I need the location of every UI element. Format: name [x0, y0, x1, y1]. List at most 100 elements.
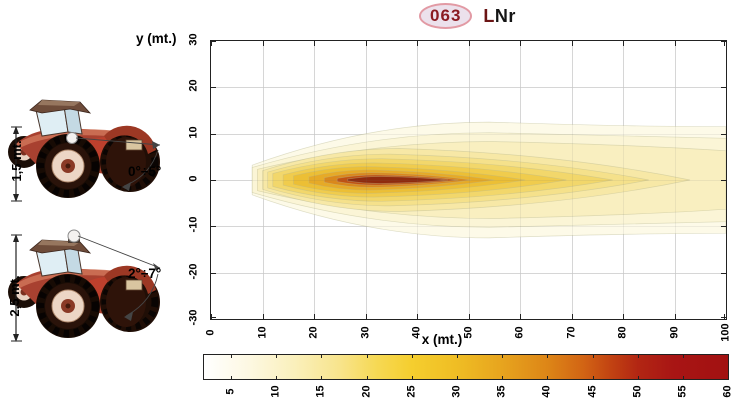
colorbar-tick — [728, 376, 729, 379]
x-tick-label: 40 — [410, 326, 422, 339]
x-tick-label: 90 — [667, 326, 680, 339]
contour-plot-area — [210, 40, 727, 320]
colorbar-tick-label: 25 — [404, 385, 417, 398]
colorbar-tick-label: 50 — [630, 385, 643, 398]
tick-mark — [721, 226, 726, 228]
colorbar-tick-label: 55 — [675, 385, 688, 398]
colorbar-tick — [457, 376, 458, 379]
tick-mark — [623, 41, 624, 46]
colorbar-tick — [547, 355, 549, 358]
y-gridline — [211, 272, 726, 274]
colorbar-tick — [411, 355, 413, 358]
x-tick-label: 30 — [358, 326, 371, 339]
colorbar-tick — [682, 376, 684, 379]
tick-mark — [211, 314, 212, 319]
colorbar-tick-label: 60 — [721, 385, 733, 398]
light-beam-contour-plot — [251, 121, 726, 239]
colorbar-tick — [502, 376, 504, 379]
y-tick-label: -10 — [187, 216, 199, 233]
colorbar-tick — [637, 376, 639, 379]
tick-mark — [314, 314, 315, 319]
x-tick-label: 0 — [204, 329, 216, 336]
intensity-colorbar — [203, 354, 729, 380]
colorbar-tick — [592, 355, 594, 358]
tractor-figure-roof-light — [8, 228, 180, 346]
tilt-angle-label-top: 0°÷5° — [128, 164, 162, 179]
roof-work-light — [67, 229, 81, 243]
page-title: 063 LNr — [210, 2, 725, 30]
colorbar-tick-label: 35 — [495, 385, 508, 398]
x-gridline-overlay — [468, 41, 470, 319]
colorbar-tick — [276, 376, 278, 379]
y-gridline — [211, 87, 726, 89]
x-gridline-overlay — [314, 41, 315, 319]
y-gridline-overlay — [211, 226, 726, 228]
y-tick-label: 30 — [187, 33, 199, 46]
x-tick-label: 50 — [461, 326, 474, 339]
x-gridline-overlay — [674, 41, 676, 319]
rear-fender — [104, 125, 156, 154]
y-gridline-overlay — [211, 133, 726, 135]
colorbar-tick — [547, 376, 549, 379]
beam-contour-level-55 — [347, 176, 448, 184]
x-gridline-overlay — [365, 41, 367, 319]
x-axis-label: x (mt.) — [421, 332, 463, 347]
colorbar-tick — [276, 355, 278, 358]
colorbar-tick-label: 15 — [314, 385, 327, 398]
colorbar-tick-label: 20 — [359, 385, 372, 398]
mount-height-label-top: 1,5 mt. — [8, 140, 24, 182]
tick-mark — [520, 314, 521, 319]
tick-mark — [211, 226, 216, 228]
tick-mark — [721, 41, 726, 42]
tick-mark — [211, 180, 216, 181]
x-gridline-overlay — [520, 41, 521, 319]
x-gridline-overlay — [623, 41, 624, 319]
tick-mark — [365, 41, 367, 46]
y-tick-label: 20 — [187, 79, 199, 92]
y-tick-label: 10 — [187, 126, 199, 139]
tick-mark — [721, 180, 726, 181]
tick-mark — [468, 41, 470, 46]
x-tick-label: 100 — [719, 323, 731, 342]
x-tick-label: 60 — [513, 326, 525, 339]
rear-panel — [125, 279, 143, 291]
colorbar-tick — [366, 376, 368, 379]
tick-mark — [724, 314, 725, 319]
colorbar-tick — [457, 355, 458, 358]
tick-mark — [211, 133, 216, 135]
colorbar-tick — [592, 376, 594, 379]
tick-mark — [468, 314, 470, 319]
y-axis-label: y (mt.) — [136, 31, 177, 46]
colorbar-tick-label: 10 — [269, 385, 282, 398]
tick-mark — [211, 272, 216, 274]
tick-mark — [571, 41, 573, 46]
y-gridline-overlay — [211, 87, 726, 89]
x-gridline-overlay — [417, 41, 418, 319]
product-code-badge: 063 — [419, 3, 473, 29]
colorbar-tick-label: 30 — [450, 385, 462, 398]
tick-mark — [623, 314, 624, 319]
tick-mark — [211, 41, 212, 46]
tick-mark — [314, 41, 315, 46]
colorbar-tick — [366, 355, 368, 358]
tick-mark — [571, 314, 573, 319]
y-gridline-overlay — [211, 272, 726, 274]
y-tick-label: -20 — [187, 263, 199, 280]
grid-overlay-layer — [211, 41, 726, 319]
product-code-letter: L — [483, 5, 495, 26]
colorbar-tick — [231, 355, 233, 358]
x-tick-label: 20 — [307, 326, 319, 339]
tractor-illustration — [8, 99, 161, 202]
colorbar-tick — [502, 355, 504, 358]
tick-mark — [365, 314, 367, 319]
x-tick-label: 10 — [255, 326, 268, 339]
tick-mark — [417, 41, 418, 46]
mount-height-label-bottom: 2,5 mt. — [6, 275, 22, 317]
x-tick-label: 80 — [616, 326, 628, 339]
tick-mark — [721, 87, 726, 89]
tick-mark — [674, 314, 676, 319]
tick-mark — [262, 314, 264, 319]
x-gridline-overlay — [571, 41, 573, 319]
tilt-angle-label-bottom: 2°÷7° — [128, 266, 162, 281]
